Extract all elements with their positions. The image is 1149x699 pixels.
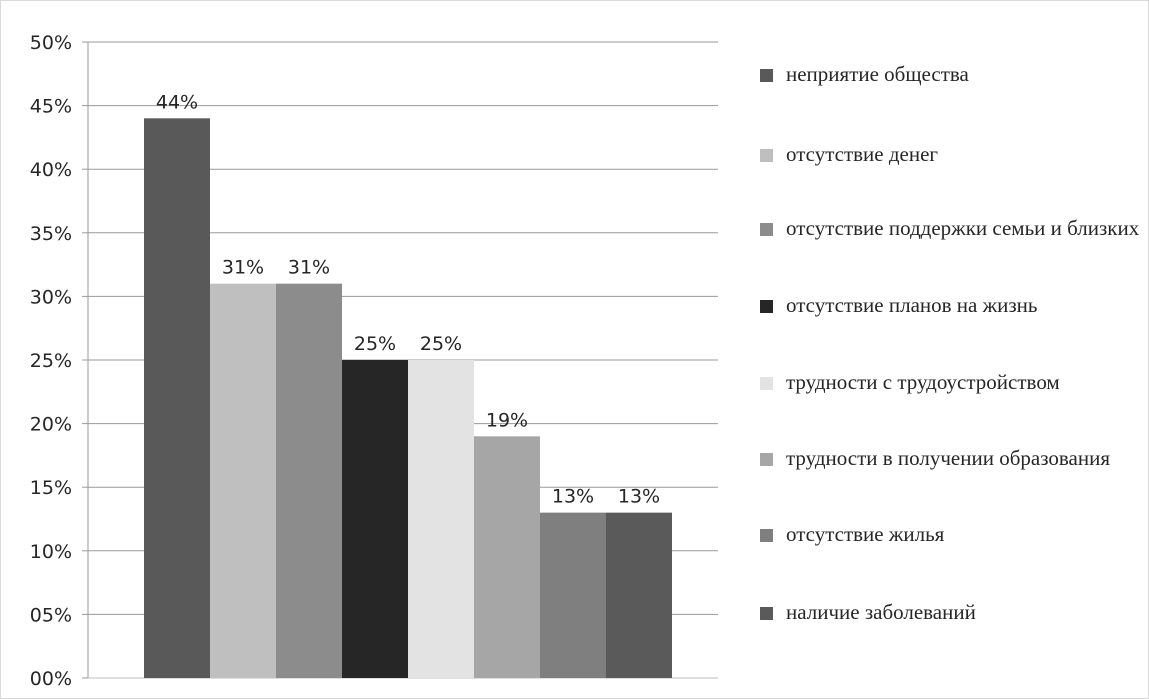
y-tick-label: 20% — [30, 414, 72, 436]
data-label: 13% — [618, 486, 660, 508]
legend-label: отсутствие планов на жизнь — [786, 293, 1038, 317]
legend-swatch — [760, 453, 773, 466]
bar — [342, 360, 408, 678]
legend: неприятие общества отсутствие денег отсутс… — [760, 0, 1145, 699]
data-label: 25% — [420, 333, 462, 355]
y-tick-label: 45% — [30, 96, 72, 118]
y-tick-label: 35% — [30, 223, 72, 245]
bar — [606, 512, 672, 678]
data-label: 31% — [222, 257, 264, 279]
legend-swatch — [760, 69, 773, 82]
data-label: 19% — [486, 409, 528, 431]
data-label: 25% — [354, 333, 396, 355]
bar — [408, 360, 474, 678]
legend-swatch — [760, 300, 773, 313]
legend-label: трудности в получении образования — [786, 446, 1110, 470]
legend-label: неприятие общества — [786, 62, 969, 86]
bar — [540, 512, 606, 678]
bar — [144, 118, 210, 678]
y-tick-label: 40% — [30, 159, 72, 181]
legend-swatch — [760, 223, 773, 236]
legend-label: отсутствие поддержки семьи и близких — [786, 216, 1140, 240]
legend-label: наличие заболеваний — [786, 600, 976, 624]
bar — [210, 283, 276, 678]
y-tick-label: 10% — [30, 541, 72, 563]
legend-label: отсутствие жилья — [786, 522, 945, 546]
legend-label: трудности с трудоустройством — [786, 370, 1060, 394]
legend-swatch — [760, 607, 773, 620]
y-tick-label: 25% — [30, 350, 72, 372]
bar — [474, 436, 540, 678]
legend-swatch — [760, 529, 773, 542]
data-label: 31% — [288, 257, 330, 279]
legend-swatch — [760, 377, 773, 390]
y-tick-label: 00% — [30, 668, 72, 690]
y-tick-label: 50% — [30, 32, 72, 54]
y-tick-label: 15% — [30, 477, 72, 499]
legend-label: отсутствие денег — [786, 142, 939, 166]
y-tick-label: 30% — [30, 286, 72, 308]
data-label: 44% — [156, 91, 198, 113]
data-label: 13% — [552, 486, 594, 508]
bar — [276, 283, 342, 678]
y-tick-label: 05% — [30, 604, 72, 626]
legend-swatch — [760, 149, 773, 162]
